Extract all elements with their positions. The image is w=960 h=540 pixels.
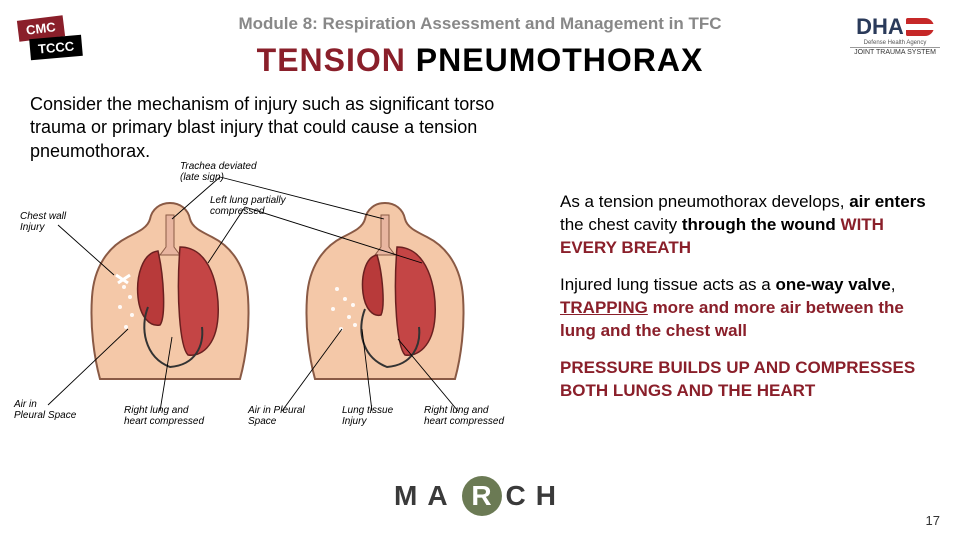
label-right-lung-2: Right lung andheart compressed [424, 405, 504, 427]
title-pneumo: PNEUMOTHORAX [406, 42, 703, 78]
march-acronym: M A R C H [394, 476, 566, 516]
dha-subtitle2: JOINT TRAUMA SYSTEM [850, 49, 940, 56]
para-2: Injured lung tissue acts as a one-way va… [560, 274, 940, 343]
right-column: As a tension pneumothorax develops, air … [560, 167, 940, 427]
cmc-tccc-logo: CMC TCCC [18, 18, 94, 58]
label-air-2: Air in PleuralSpace [248, 405, 305, 427]
march-a: A [427, 480, 457, 512]
intro-paragraph: Consider the mechanism of injury such as… [30, 93, 550, 163]
dha-text: DHA [856, 14, 904, 40]
march-c: C [506, 480, 536, 512]
march-r-highlight: R [462, 476, 502, 516]
anatomy-diagram: Chest wallInjury Trachea deviated(late s… [20, 167, 540, 427]
label-trachea: Trachea deviated(late sign) [180, 161, 257, 183]
march-m: M [394, 480, 427, 512]
label-lung-tissue: Lung tissueInjury [342, 405, 393, 427]
title-tension: TENSION [257, 42, 406, 78]
dha-subtitle: Defense Health Agency [850, 40, 940, 48]
module-header: Module 8: Respiration Assessment and Man… [0, 0, 960, 34]
label-air-1: Air inPleural Space [14, 399, 76, 421]
label-left-lung: Left lung partiallycompressed [210, 195, 286, 217]
label-right-lung-1: Right lung andheart compressed [124, 405, 204, 427]
flag-icon [906, 18, 934, 36]
march-h: H [536, 480, 566, 512]
para-1: As a tension pneumothorax develops, air … [560, 191, 940, 260]
slide-title: TENSION PNEUMOTHORAX [0, 42, 960, 79]
dha-logo: DHA Defense Health Agency JOINT TRAUMA S… [850, 14, 940, 56]
label-chest-wall: Chest wallInjury [20, 211, 66, 233]
tccc-badge: TCCC [29, 35, 83, 60]
para-3: PRESSURE BUILDS UP AND COMPRESSES BOTH L… [560, 357, 940, 403]
page-number: 17 [926, 513, 940, 528]
